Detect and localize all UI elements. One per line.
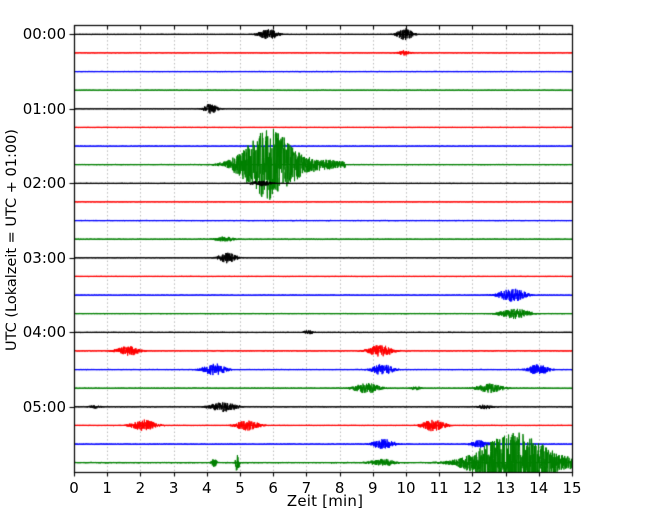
y-tick-label: 01:00 (22, 99, 66, 118)
y-axis-label-container: UTC (Lokalzeit = UTC + 01:00) (0, 0, 24, 480)
y-tick-label: 05:00 (22, 397, 66, 416)
x-tick-label: 10 (396, 479, 416, 497)
x-tick-label: 11 (429, 479, 449, 497)
x-tick-label: 12 (462, 479, 482, 497)
y-tick-label: 03:00 (22, 248, 66, 267)
y-tick-label: 04:00 (22, 323, 66, 342)
x-tick-label: 5 (235, 479, 245, 497)
x-axis-label: Zeit [min] (286, 492, 364, 510)
x-tick-label: 13 (496, 479, 516, 497)
x-tick-label: 2 (135, 479, 146, 497)
x-tick-label: 3 (168, 479, 179, 497)
x-tick-label: 9 (368, 479, 378, 497)
x-tick-label: 0 (69, 479, 79, 497)
x-tick-label: 15 (562, 479, 582, 497)
x-tick-label: 4 (202, 479, 212, 497)
x-tick-label: 1 (102, 479, 112, 497)
y-tick-label: 00:00 (22, 25, 66, 44)
x-tick-label: 6 (268, 479, 278, 497)
x-tick-label: 7 (301, 479, 312, 497)
y-tick-label: 02:00 (22, 174, 66, 193)
x-tick-label: 8 (334, 479, 345, 497)
y-axis-label: UTC (Lokalzeit = UTC + 01:00) (4, 129, 20, 351)
x-tick-label: 14 (529, 479, 549, 497)
